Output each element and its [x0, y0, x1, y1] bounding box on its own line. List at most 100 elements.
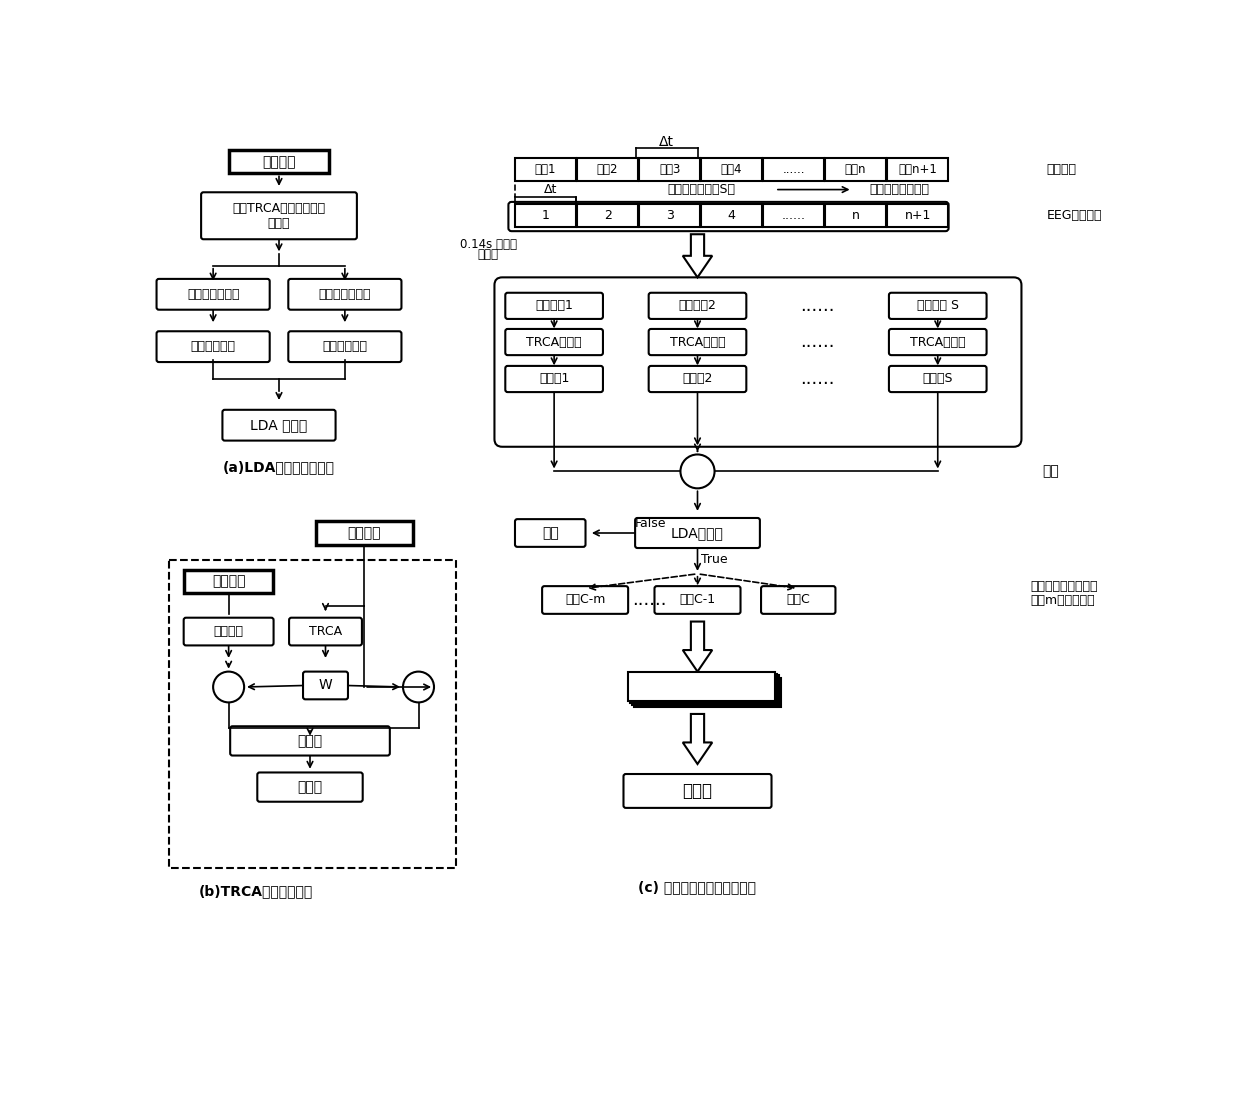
Bar — [702, 158, 761, 181]
Text: +: + — [687, 460, 708, 483]
Text: True: True — [702, 554, 728, 567]
Text: 片段1: 片段1 — [534, 164, 557, 176]
Circle shape — [681, 454, 714, 488]
FancyBboxPatch shape — [761, 586, 836, 614]
Text: 四通道飞行控制号证: 四通道飞行控制号证 — [667, 681, 735, 694]
Polygon shape — [683, 621, 712, 672]
FancyBboxPatch shape — [649, 366, 746, 392]
Text: 测试数据2: 测试数据2 — [678, 299, 717, 313]
Text: 相关性: 相关性 — [298, 734, 322, 748]
Text: TRCA分类器: TRCA分类器 — [910, 336, 966, 348]
FancyBboxPatch shape — [289, 618, 362, 645]
Bar — [578, 158, 637, 181]
FancyBboxPatch shape — [624, 774, 771, 808]
FancyBboxPatch shape — [495, 277, 1022, 446]
Text: 刷激序列: 刷激序列 — [1047, 164, 1076, 176]
Text: TRCA分类器: TRCA分类器 — [670, 336, 725, 348]
Text: False: False — [635, 517, 667, 530]
Text: 3: 3 — [666, 209, 673, 222]
FancyBboxPatch shape — [889, 293, 987, 319]
Bar — [184, 570, 273, 593]
Bar — [316, 522, 413, 545]
Text: n: n — [852, 209, 859, 222]
Circle shape — [213, 672, 244, 703]
Text: 决策列1: 决策列1 — [539, 372, 569, 386]
Text: 最大及次大値: 最大及次大値 — [322, 340, 367, 354]
Bar — [228, 150, 330, 173]
Text: 训练数据: 训练数据 — [212, 575, 246, 589]
Text: ......: ...... — [800, 297, 835, 315]
Text: ......: ...... — [800, 370, 835, 388]
FancyBboxPatch shape — [184, 618, 274, 645]
Text: Δt: Δt — [543, 183, 557, 196]
Text: n+1: n+1 — [904, 209, 931, 222]
Circle shape — [403, 672, 434, 703]
FancyBboxPatch shape — [156, 332, 270, 362]
Text: Δt: Δt — [658, 135, 675, 149]
Text: 决策列2: 决策列2 — [682, 372, 713, 386]
Bar — [634, 677, 781, 707]
Text: LDA 分类器: LDA 分类器 — [250, 418, 308, 432]
Bar — [764, 204, 823, 228]
FancyBboxPatch shape — [649, 293, 746, 319]
Polygon shape — [683, 714, 712, 764]
Text: 片段n: 片段n — [844, 164, 867, 176]
Bar — [516, 158, 575, 181]
Bar — [578, 204, 637, 228]
Text: 丢弃: 丢弃 — [542, 526, 559, 540]
FancyBboxPatch shape — [635, 518, 760, 548]
Bar — [888, 158, 947, 181]
FancyBboxPatch shape — [222, 410, 336, 441]
FancyBboxPatch shape — [655, 586, 740, 614]
Text: ⊗: ⊗ — [409, 677, 428, 697]
FancyBboxPatch shape — [288, 332, 402, 362]
FancyBboxPatch shape — [506, 329, 603, 355]
Text: (a)LDA分类器训练流程: (a)LDA分类器训练流程 — [223, 461, 335, 474]
FancyBboxPatch shape — [303, 672, 348, 699]
Text: 测试数据 S: 测试数据 S — [916, 299, 959, 313]
Text: 决策値S: 决策値S — [923, 372, 954, 386]
Text: 1: 1 — [542, 209, 549, 222]
Text: 平均模板: 平均模板 — [213, 625, 243, 638]
FancyBboxPatch shape — [508, 202, 949, 231]
Bar — [630, 674, 777, 703]
Text: 训练数据: 训练数据 — [262, 155, 296, 169]
Text: 指令C-m: 指令C-m — [565, 593, 605, 607]
Text: ......: ...... — [632, 591, 667, 609]
Text: 指令C: 指令C — [786, 593, 810, 607]
Text: 决策値: 决策値 — [298, 780, 322, 794]
Bar — [702, 204, 761, 228]
FancyBboxPatch shape — [231, 726, 389, 756]
Text: 利用TRCA进行留一法交
又验证: 利用TRCA进行留一法交 又验证 — [232, 202, 326, 230]
Text: W: W — [319, 678, 332, 693]
Polygon shape — [683, 234, 712, 277]
Text: 片段3: 片段3 — [658, 164, 681, 176]
Text: EEG数据序列: EEG数据序列 — [1047, 209, 1102, 222]
Text: 路延迟: 路延迟 — [477, 248, 498, 261]
Text: 求和: 求和 — [1043, 464, 1059, 478]
FancyBboxPatch shape — [288, 278, 402, 309]
FancyBboxPatch shape — [258, 772, 363, 802]
Text: ......: ...... — [782, 164, 805, 176]
FancyBboxPatch shape — [156, 278, 270, 309]
Bar — [640, 204, 699, 228]
Text: 测试数据1: 测试数据1 — [536, 299, 573, 313]
FancyBboxPatch shape — [889, 329, 987, 355]
Text: TRCA: TRCA — [309, 625, 342, 638]
Bar — [826, 158, 885, 181]
FancyBboxPatch shape — [515, 519, 585, 547]
Bar — [764, 158, 823, 181]
Text: (b)TRCA分类器原理图: (b)TRCA分类器原理图 — [198, 884, 312, 898]
Text: 测试数据: 测试数据 — [347, 526, 381, 540]
Text: 4: 4 — [728, 209, 735, 222]
Text: 错误样本决策値: 错误样本决策値 — [319, 287, 371, 301]
Text: ⊗: ⊗ — [219, 677, 238, 697]
Text: 及前m个指令确定: 及前m个指令确定 — [1030, 594, 1095, 608]
Text: 最大及次大値: 最大及次大値 — [191, 340, 236, 354]
Text: 片段n+1: 片段n+1 — [898, 164, 937, 176]
Text: ......: ...... — [800, 333, 835, 351]
Text: 飞行状态由当前指令: 飞行状态由当前指令 — [1030, 580, 1099, 593]
Text: 0.14s 视觉通: 0.14s 视觉通 — [460, 238, 517, 251]
Text: 2: 2 — [604, 209, 611, 222]
Text: 片段2: 片段2 — [596, 164, 619, 176]
